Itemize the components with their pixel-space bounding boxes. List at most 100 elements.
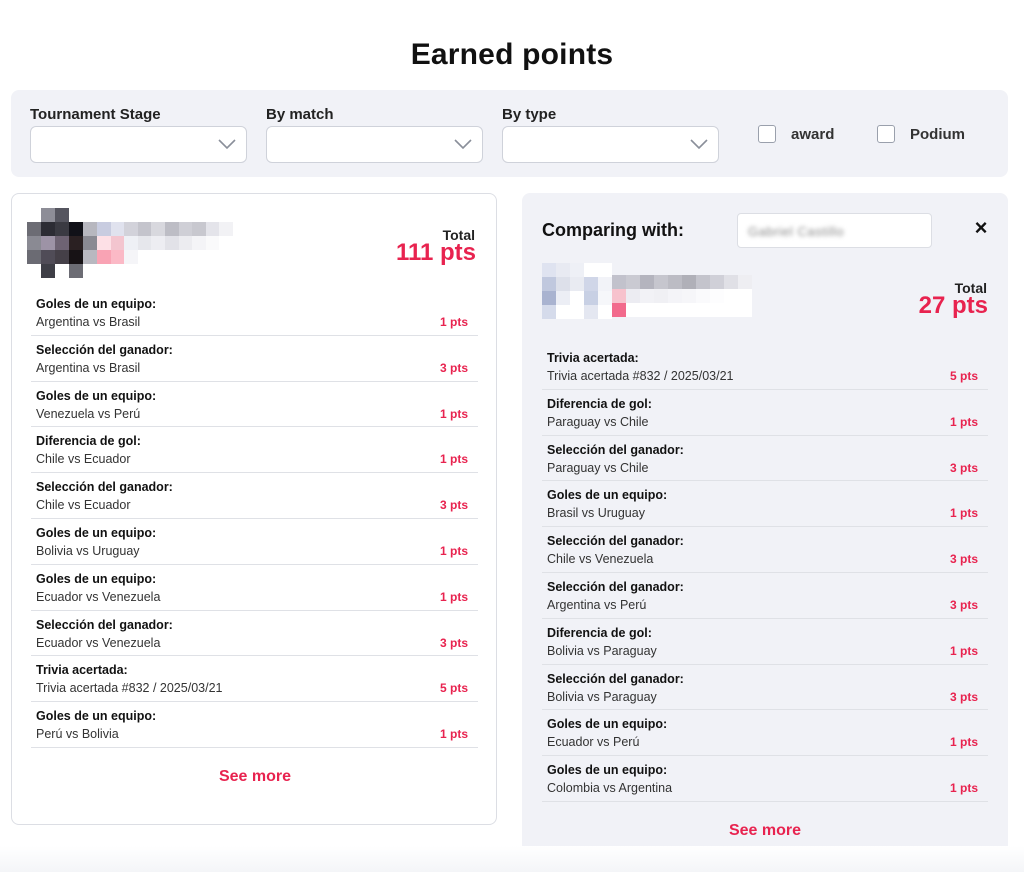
item-points: 5 pts (949, 369, 978, 383)
item-points: 1 pts (949, 643, 978, 658)
item-title: Goles de un equipo: (36, 709, 157, 724)
item-match: Perú vs Bolivia (36, 727, 119, 742)
list-item: Goles de un equipo: Venezuela vs Perú 1 pt… (31, 382, 478, 428)
item-points: 3 pts (439, 498, 468, 513)
list-item: Selección del ganador: Chile vs Venezuela… (542, 527, 988, 573)
by-match-select[interactable] (266, 126, 483, 163)
list-item: Goles de un equipo: Brasil vs Uruguay 1 pt… (542, 481, 988, 528)
list-item: Diferencia de gol: Chile vs Ecuador 1 pts (31, 427, 478, 474)
item-title: Goles de un equipo: (547, 763, 668, 778)
compare-user-avatar (542, 263, 612, 319)
filter-tournament-stage: Tournament Stage (30, 106, 247, 163)
chevron-down-icon (454, 139, 472, 150)
item-title: Selección del ganador: (36, 617, 173, 632)
total-label: Total (442, 227, 475, 243)
compare-total-label: Total (954, 280, 987, 296)
compare-user-name (612, 275, 752, 317)
item-match: Paraguay vs Chile (547, 414, 649, 429)
filter-by-match: By match (266, 106, 483, 163)
list-item: Trivia acertada: Trivia acertada #832 / 2… (31, 656, 478, 703)
item-points: 5 pts (439, 681, 468, 696)
comparing-label: Comparing with: (542, 220, 684, 240)
item-title: Trivia acertada: (547, 351, 639, 365)
filter-label: By type (502, 106, 557, 123)
item-points: 3 pts (949, 460, 978, 475)
list-item: Goles de un equipo: Argentina vs Brasil 1 … (31, 290, 478, 336)
item-match: Ecuador vs Perú (547, 735, 640, 750)
compare-see-more-button[interactable]: See more (728, 822, 802, 839)
item-title: Diferencia de gol: (547, 396, 652, 411)
podium-toggle[interactable]: Podium (877, 125, 965, 143)
item-match: Ecuador vs Venezuela (36, 589, 161, 604)
item-points: 3 pts (439, 360, 468, 375)
item-match: Argentina vs Brasil (36, 360, 141, 375)
filters-bar: Tournament Stage By match By type award … (11, 90, 1008, 177)
item-match: Colombia vs Argentina (547, 781, 673, 796)
item-points: 3 pts (949, 552, 978, 567)
compare-total-points: 27 pts (918, 292, 988, 319)
item-title: Selección del ganador: (547, 442, 684, 457)
item-points: 1 pts (949, 735, 978, 750)
item-match: Bolivia vs Paraguay (547, 689, 657, 704)
compare-user-value: Gabriel Castillo (748, 224, 845, 239)
list-item: Selección del ganador: Bolivia vs Paragua… (542, 665, 988, 711)
list-item: Diferencia de gol: Paraguay vs Chile 1 pts (542, 390, 988, 436)
chevron-down-icon (218, 139, 236, 150)
item-match: Trivia acertada #832 / 2025/03/21 (547, 369, 734, 383)
item-title: Selección del ganador: (547, 671, 684, 686)
item-title: Trivia acertada: (36, 663, 128, 678)
see-more-button[interactable]: See more (218, 768, 292, 785)
list-item: Diferencia de gol: Bolivia vs Paraguay 1 p… (542, 619, 988, 665)
item-match: Argentina vs Perú (547, 597, 647, 612)
award-toggle[interactable]: award (758, 125, 834, 143)
item-title: Selección del ganador: (36, 342, 173, 357)
item-title: Goles de un equipo: (36, 297, 157, 311)
item-match: Paraguay vs Chile (547, 460, 649, 475)
item-title: Goles de un equipo: (36, 525, 157, 540)
list-item: Selección del ganador: Paraguay vs Chile 3… (542, 436, 988, 482)
chevron-down-icon (690, 139, 708, 150)
list-item: Goles de un equipo: Bolivia vs Uruguay 1 p… (31, 519, 478, 565)
list-item: Goles de un equipo: Colombia vs Argentina… (542, 756, 988, 802)
list-item: Trivia acertada: Trivia acertada #832 / 2… (542, 344, 988, 390)
item-title: Diferencia de gol: (547, 625, 652, 640)
item-title: Selección del ganador: (36, 480, 173, 495)
close-icon[interactable]: × (974, 215, 988, 240)
compare-user-input[interactable]: Gabriel Castillo (737, 213, 932, 248)
item-title: Goles de un equipo: (547, 488, 668, 503)
podium-label: Podium (910, 125, 965, 143)
award-label: award (791, 125, 835, 143)
list-item: Selección del ganador: Chile vs Ecuador 3 … (31, 473, 478, 519)
by-type-select[interactable] (502, 126, 719, 163)
user-avatar (27, 208, 97, 278)
list-item: Goles de un equipo: Perú vs Bolivia 1 pts (31, 702, 478, 748)
item-points: 3 pts (949, 597, 978, 612)
item-points: 3 pts (949, 689, 978, 704)
podium-checkbox[interactable] (877, 125, 895, 143)
item-title: Selección del ganador: (547, 534, 684, 549)
item-match: Chile vs Ecuador (36, 452, 131, 467)
comparison-card: Comparing with: Gabriel Castillo × Total… (522, 193, 1008, 872)
my-points-card: Total 111 pts Goles de un equipo: Argenti… (11, 193, 497, 825)
list-item: Goles de un equipo: Ecuador vs Perú 1 pts (542, 710, 988, 757)
user-name (97, 222, 233, 264)
list-item: Selección del ganador: Ecuador vs Venezue… (31, 611, 478, 657)
item-points: 1 pts (439, 315, 468, 329)
item-match: Bolivia vs Uruguay (36, 543, 140, 558)
item-points: 1 pts (439, 452, 468, 467)
item-title: Goles de un equipo: (547, 717, 668, 732)
item-title: Diferencia de gol: (36, 434, 141, 449)
filter-label: By match (266, 106, 334, 123)
page-bottom-fade (0, 846, 1024, 872)
item-title: Selección del ganador: (547, 579, 684, 594)
tournament-stage-select[interactable] (30, 126, 247, 163)
filter-label: Tournament Stage (30, 106, 161, 123)
item-match: Chile vs Ecuador (36, 498, 131, 513)
item-points: 1 pts (439, 406, 468, 421)
item-points: 1 pts (949, 781, 978, 796)
item-points: 1 pts (439, 543, 468, 558)
item-match: Ecuador vs Venezuela (36, 635, 161, 650)
item-match: Chile vs Venezuela (547, 552, 654, 567)
award-checkbox[interactable] (758, 125, 776, 143)
item-match: Bolivia vs Paraguay (547, 643, 657, 658)
